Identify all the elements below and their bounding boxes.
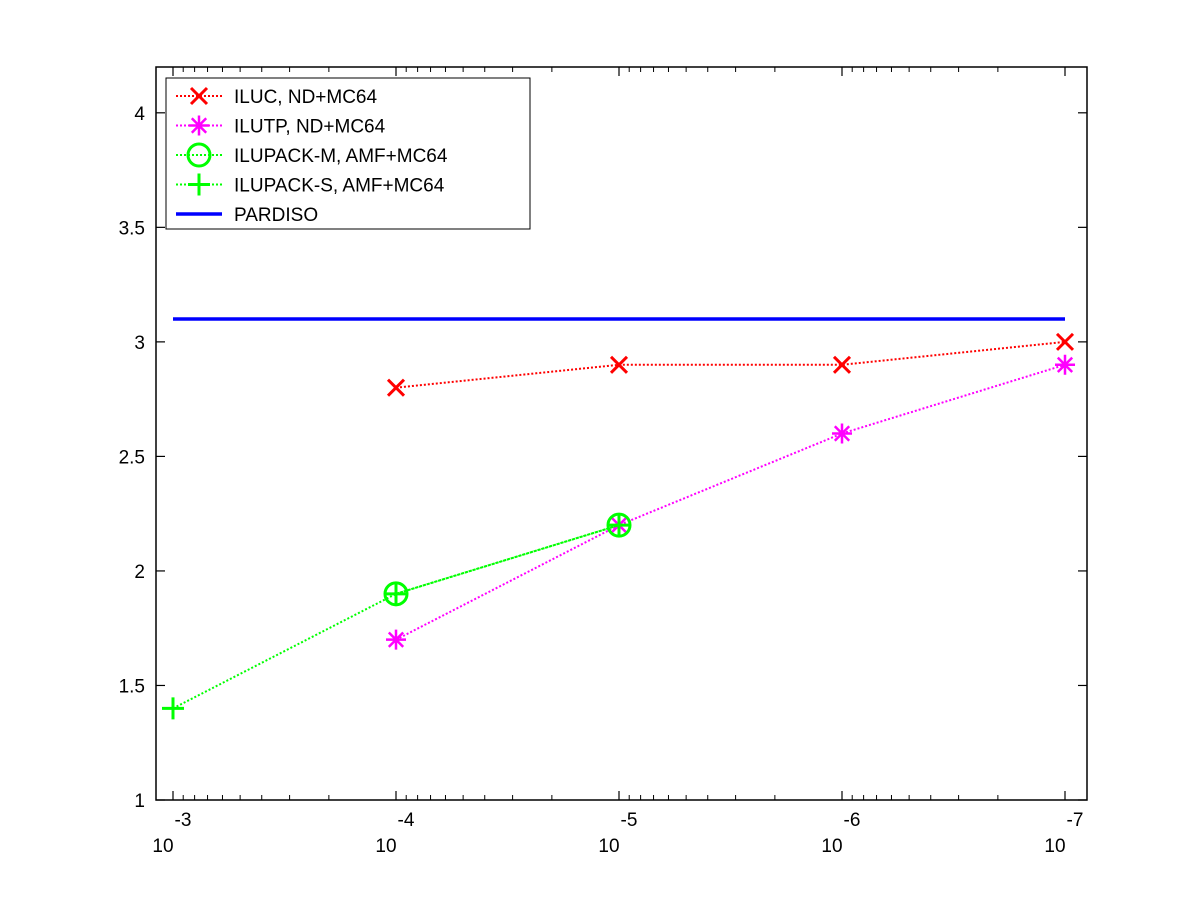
series <box>162 514 630 720</box>
x-tick-label-exp: -4 <box>398 810 415 831</box>
asterisk-marker <box>189 115 209 136</box>
y-tick-label: 4 <box>134 104 145 125</box>
x-tick-label-exp: -5 <box>621 810 638 831</box>
asterisk-marker <box>832 423 852 444</box>
series-line <box>395 363 1066 641</box>
x-tick-label-base: 10 <box>375 836 396 857</box>
y-tick-label: 3.5 <box>119 218 145 239</box>
x-tick-label-exp: -6 <box>844 810 861 831</box>
series-line <box>395 524 620 595</box>
asterisk-marker <box>1055 354 1075 375</box>
plus-marker <box>608 514 630 537</box>
x-marker <box>832 355 852 374</box>
plus-marker <box>188 173 210 196</box>
x-marker <box>1055 332 1075 351</box>
axis-ticks <box>156 67 1087 801</box>
circle-marker <box>186 142 212 168</box>
legend-item: ILUTP, ND+MC64 <box>176 115 386 138</box>
x-marker <box>189 86 209 106</box>
y-tick-label: 2 <box>134 562 145 583</box>
x-tick-label-exp: -7 <box>1067 810 1084 831</box>
x-tick-label-exp: -3 <box>175 810 192 831</box>
legend-label: ILUTP, ND+MC64 <box>234 117 386 138</box>
legend-item: ILUPACK-M, AMF+MC64 <box>176 142 448 168</box>
x-tick-label-base: 10 <box>1044 836 1065 857</box>
y-tick-label: 2.5 <box>119 447 145 468</box>
legend-label: ILUC, ND+MC64 <box>234 87 377 108</box>
x-tick-label-base: 10 <box>598 836 619 857</box>
legend-item: ILUPACK-S, AMF+MC64 <box>176 173 445 197</box>
legend-item: PARDISO <box>176 205 318 226</box>
series <box>386 332 1075 397</box>
x-tick-label-base: 10 <box>152 836 173 857</box>
legend-label: PARDISO <box>234 205 318 226</box>
legend-item: ILUC, ND+MC64 <box>176 86 377 108</box>
y-tick-label: 3 <box>134 333 145 354</box>
legend-box <box>165 77 531 230</box>
y-tick-label: 1 <box>134 791 145 812</box>
x-tick-label-base: 10 <box>821 836 842 857</box>
series-line <box>395 340 1066 389</box>
legend-label: ILUPACK-S, AMF+MC64 <box>234 176 445 197</box>
x-marker <box>386 378 406 397</box>
x-marker <box>609 355 629 374</box>
asterisk-marker <box>386 629 406 650</box>
legend: ILUC, ND+MC64 ILUTP, ND+MC64 ILUPACK-M, AM… <box>165 77 531 230</box>
y-tick-label: 1.5 <box>119 676 145 697</box>
series-group <box>162 317 1075 720</box>
plus-marker <box>385 582 407 605</box>
legend-label: ILUPACK-M, AMF+MC64 <box>234 146 448 167</box>
plus-marker <box>162 697 184 720</box>
